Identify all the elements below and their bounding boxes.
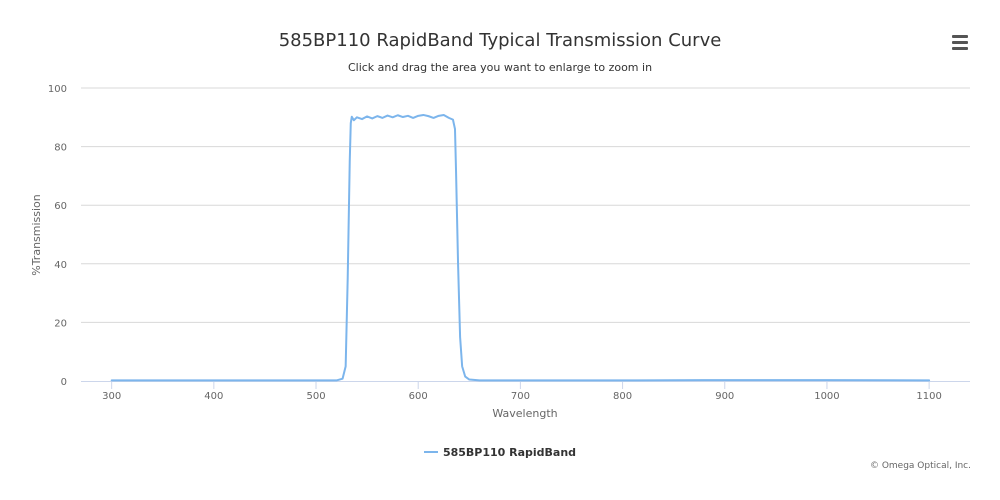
y-tick-label: 40 (54, 260, 67, 271)
hamburger-menu-icon[interactable] (948, 32, 972, 54)
gridlines (81, 87, 970, 323)
x-tick-label: 300 (102, 391, 121, 402)
y-tick-label: 0 (61, 377, 67, 388)
x-tick-label: 600 (409, 391, 428, 402)
credits-link[interactable]: © Omega Optical, Inc. (869, 461, 971, 471)
y-tick-label: 60 (54, 201, 67, 212)
x-tick-label: 400 (204, 391, 223, 402)
menu-bar (952, 41, 968, 44)
series-line[interactable] (110, 113, 931, 382)
y-tick-label: 100 (48, 84, 67, 95)
x-tick-label: 900 (715, 391, 734, 402)
legend-swatch (423, 451, 438, 453)
x-tick-label: 800 (613, 391, 632, 402)
y-tick-label: 20 (54, 318, 67, 329)
x-tick-label: 700 (511, 391, 530, 402)
y-axis-label: %Transmission (30, 194, 43, 276)
y-tick-label: 80 (54, 143, 67, 154)
series-layer (110, 113, 931, 382)
legend-item[interactable]: 585BP110 RapidBand (0, 446, 1000, 459)
x-tick-label: 1000 (814, 391, 839, 402)
chart-subtitle: Click and drag the area you want to enla… (347, 61, 653, 74)
menu-bar (952, 35, 968, 38)
x-tick-label: 1100 (916, 391, 941, 402)
chart-title: 585BP110 RapidBand Typical Transmission … (278, 30, 722, 51)
legend-label: 585BP110 RapidBand (442, 446, 577, 459)
x-axis-label: Wavelength (492, 407, 557, 420)
menu-bar (952, 47, 968, 50)
axes: 0 20 40 60 80 100 300 400 500 600 700 800 900 1000 110… (48, 84, 970, 402)
x-tick-label: 500 (306, 391, 325, 402)
